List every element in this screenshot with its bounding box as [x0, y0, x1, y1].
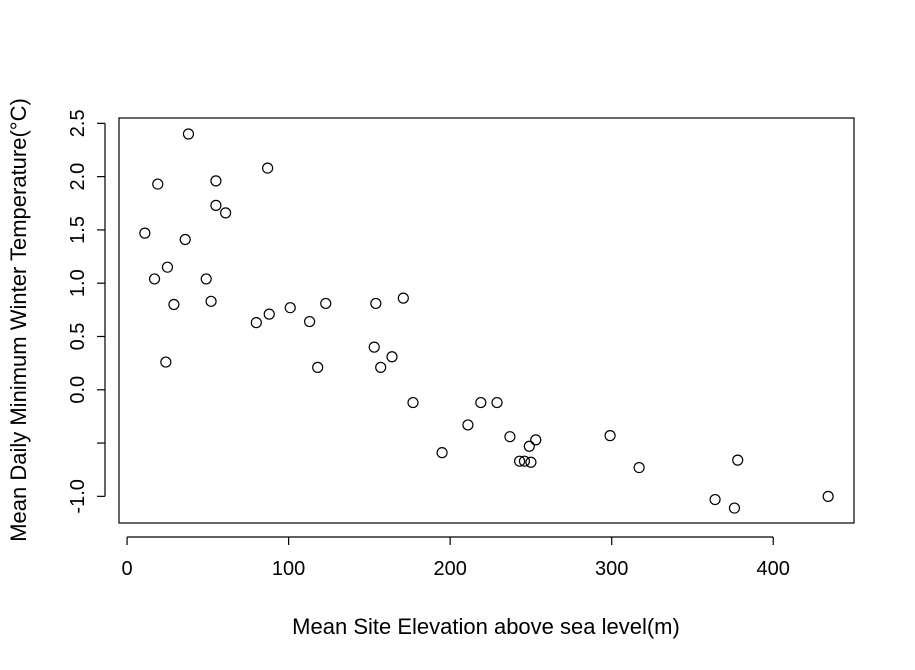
x-axis: 0 100 200 300 400 — [122, 536, 790, 580]
data-point — [514, 455, 526, 467]
data-point — [709, 493, 721, 506]
data-point — [205, 295, 217, 307]
data-point — [160, 356, 172, 368]
data-point — [822, 490, 834, 502]
x-tick-label: 0 — [122, 558, 133, 580]
x-tick-label: 200 — [433, 558, 466, 580]
data-point — [168, 298, 180, 311]
data-points — [139, 128, 834, 514]
y-tick-label: 1.0 — [67, 269, 89, 297]
x-tick-label: 300 — [595, 558, 628, 580]
y-tick-label: 2.5 — [67, 109, 89, 137]
data-point — [633, 461, 645, 474]
y-tick-label: 1.5 — [67, 216, 89, 244]
data-point — [161, 261, 174, 273]
y-axis-label: Mean Daily Minimum Winter Temperature(°C… — [6, 98, 31, 542]
data-point — [732, 454, 744, 466]
plot-frame — [118, 117, 855, 524]
data-point — [523, 440, 535, 452]
data-point — [397, 292, 409, 304]
y-tick-label: 0.5 — [67, 323, 89, 351]
data-point — [210, 199, 222, 211]
data-point — [368, 341, 380, 353]
data-point — [139, 227, 151, 239]
data-point — [250, 317, 262, 329]
data-point — [148, 273, 161, 285]
data-point — [284, 302, 296, 314]
data-point — [210, 175, 222, 187]
data-point — [312, 361, 324, 373]
data-point — [462, 419, 474, 431]
data-point — [152, 178, 164, 190]
data-point — [304, 315, 316, 328]
data-point — [525, 456, 537, 468]
data-point — [200, 273, 212, 285]
data-point — [407, 396, 419, 409]
data-point — [475, 396, 487, 409]
x-tick-label: 400 — [757, 558, 790, 580]
data-point — [518, 455, 531, 467]
data-point — [262, 162, 274, 174]
data-point — [263, 308, 275, 320]
data-point — [220, 207, 232, 219]
data-point — [436, 447, 448, 459]
data-point — [491, 396, 503, 409]
data-point — [604, 430, 616, 442]
x-tick-label: 100 — [272, 558, 305, 580]
data-point — [504, 431, 516, 443]
data-point — [386, 351, 398, 363]
y-tick-label: 0.0 — [67, 376, 89, 404]
data-point — [182, 128, 195, 140]
data-point — [179, 233, 191, 246]
y-axis: -1.0 0.0 0.5 1.0 1.5 2.0 2.5 — [67, 109, 106, 514]
y-tick-label: -1.0 — [67, 479, 89, 513]
y-tick-label: 2.0 — [67, 163, 89, 191]
data-point — [728, 502, 741, 514]
data-point — [530, 434, 542, 446]
data-point — [375, 361, 387, 373]
x-axis-label: Mean Site Elevation above sea level(m) — [292, 614, 680, 639]
data-point — [370, 297, 382, 310]
data-point — [320, 297, 332, 310]
